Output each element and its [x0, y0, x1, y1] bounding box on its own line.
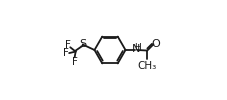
Text: F: F: [72, 57, 77, 67]
Text: F: F: [63, 48, 69, 58]
Text: F: F: [65, 40, 71, 50]
Text: S: S: [79, 39, 86, 49]
Text: H: H: [133, 43, 140, 52]
Text: CH₃: CH₃: [137, 61, 156, 71]
Text: O: O: [151, 39, 159, 49]
Text: N: N: [131, 44, 140, 54]
